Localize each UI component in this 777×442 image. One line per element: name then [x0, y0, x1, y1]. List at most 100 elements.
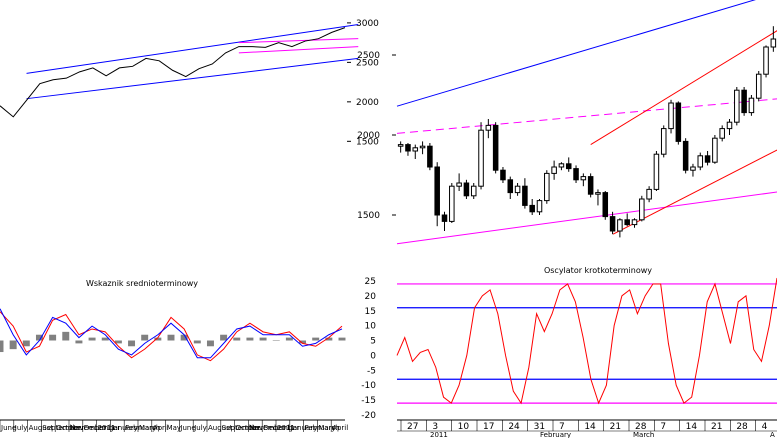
os-x-tick-label-2: 10: [458, 422, 470, 432]
mt-hist-bar-8: [101, 337, 109, 341]
mt-series-line-1: [0, 308, 343, 359]
os-x-tick-label-5: 31: [534, 422, 545, 432]
lt-y-tick-label-1: 2000: [356, 98, 379, 108]
st-candle-body-11: [478, 129, 484, 187]
st-candle-body-40: [690, 166, 696, 171]
mt-hist-bar-22: [285, 337, 293, 341]
st-candle-body-49: [755, 73, 762, 99]
st-candle-body-47: [741, 89, 747, 114]
mt-x-label-23: March: [318, 424, 339, 432]
mt-hist-bar-1: [9, 340, 17, 350]
mt-x-label-1: July: [14, 424, 28, 432]
os-x-month-label-1: February: [540, 431, 571, 438]
st-candle-body-17: [522, 185, 528, 206]
mt-hist-bar-18: [233, 337, 241, 341]
indicator-title: Wskaznik srednioterminowy: [86, 279, 198, 288]
st-candle-body-50: [763, 46, 769, 75]
mt-hist-bar-4: [49, 334, 57, 341]
st-candle-body-0: [397, 144, 404, 147]
st-candle-body-43: [712, 137, 718, 163]
st-candle-body-22: [558, 163, 565, 168]
mt-hist-bar-5: [62, 331, 70, 341]
os-x-tick-label-9: 28: [635, 422, 647, 432]
st-candle-body-25: [580, 176, 587, 181]
mt-hist-bar-19: [246, 337, 254, 341]
os-x-tick-label-1: 3: [432, 422, 438, 432]
lt-y-tick-label-2: 2500: [356, 58, 379, 68]
st-candle-body-24: [573, 168, 579, 181]
lt-trendline-2: [238, 46, 359, 54]
os-x-tick-label-12: 21: [711, 422, 722, 432]
mt-x-label-9: February: [125, 424, 156, 432]
mt-x-label-15: August: [208, 424, 233, 432]
st-candle-body-20: [544, 172, 550, 202]
st-candle-body-46: [734, 89, 740, 123]
mt-hist-bar-6: [75, 340, 83, 344]
st-candle-body-9: [463, 182, 470, 197]
mt-x-label-22: February: [305, 424, 336, 432]
st-candle-body-15: [507, 179, 514, 194]
st-trendline-4: [612, 149, 777, 235]
mt-hist-bar-26: [338, 337, 346, 341]
st-candle-body-51: [770, 38, 777, 48]
mt-x-label-20: 2011: [277, 424, 295, 432]
mt-hist-bar-21: [272, 340, 280, 341]
os-y-tick-label-1: 20: [365, 292, 377, 302]
st-candle-body-28: [602, 192, 609, 218]
st-candle-body-33: [639, 198, 645, 221]
st-candle-body-26: [587, 176, 594, 195]
mt-x-label-4: October: [56, 424, 84, 432]
os-y-tick-label-7: -10: [361, 381, 376, 391]
mt-x-label-19: December: [263, 424, 299, 432]
st-candle-body-27: [595, 192, 601, 195]
os-x-tick-label-3: 17: [483, 422, 494, 432]
st-candle-body-48: [748, 97, 755, 114]
st-candle-body-44: [719, 128, 725, 139]
st-candle-body-12: [485, 124, 492, 131]
mt-hist-bar-3: [35, 334, 43, 341]
os-y-tick-label-8: -15: [361, 396, 376, 406]
st-candle-body-21: [551, 166, 557, 174]
mt-hist-bar-0: [0, 340, 4, 353]
st-candle-body-19: [536, 200, 543, 213]
st-candle-body-8: [456, 182, 462, 187]
os-x-tick-label-7: 14: [584, 422, 596, 432]
mt-x-label-2: August: [29, 424, 54, 432]
st-candle-body-14: [500, 169, 506, 181]
st-candle-body-7: [449, 185, 455, 222]
st-trendline-2: [396, 191, 777, 245]
st-candle-body-5: [434, 166, 440, 216]
os-y-tick-label-2: 15: [365, 307, 376, 317]
st-candle-body-3: [419, 145, 426, 149]
os-series-line-0: [396, 277, 777, 405]
st-candle-body-32: [631, 219, 638, 226]
st-candle-body-6: [441, 214, 448, 222]
os-x-tick-label-8: 21: [610, 422, 621, 432]
st-candle-body-34: [646, 188, 652, 200]
st-candle-body-37: [668, 102, 674, 130]
st-y-tick-label-2: 2500: [357, 51, 380, 61]
mt-x-label-18: November: [249, 424, 286, 432]
oscillator-title: Oscylator krotkoterminowy: [544, 266, 652, 275]
st-candle-body-13: [492, 124, 499, 171]
st-candle-body-10: [470, 185, 477, 197]
lt-trendline-3: [238, 38, 359, 44]
st-y-tick-label-0: 1500: [357, 211, 380, 221]
mt-hist-bar-12: [154, 337, 162, 341]
st-candle-body-30: [617, 219, 623, 232]
mt-x-label-24: April: [332, 424, 348, 432]
mt-x-label-14: July: [193, 424, 207, 432]
os-y-tick-label-5: 0: [370, 351, 376, 361]
mt-hist-bar-16: [206, 340, 214, 347]
mt-hist-bar-24: [312, 337, 320, 341]
mt-hist-bar-25: [325, 337, 333, 341]
mt-x-label-11: April: [153, 424, 169, 432]
st-candle-body-36: [660, 128, 667, 155]
mt-x-label-17: October: [236, 424, 264, 432]
st-candle-body-16: [514, 185, 521, 194]
oscillator-chart: Oscylator krotkoterminowy 25 20 15 10 5 0 -5 -1…: [361, 266, 777, 439]
os-x-tick-label-14: 4: [762, 422, 768, 432]
os-y-tick-label-4: 5: [370, 337, 376, 347]
